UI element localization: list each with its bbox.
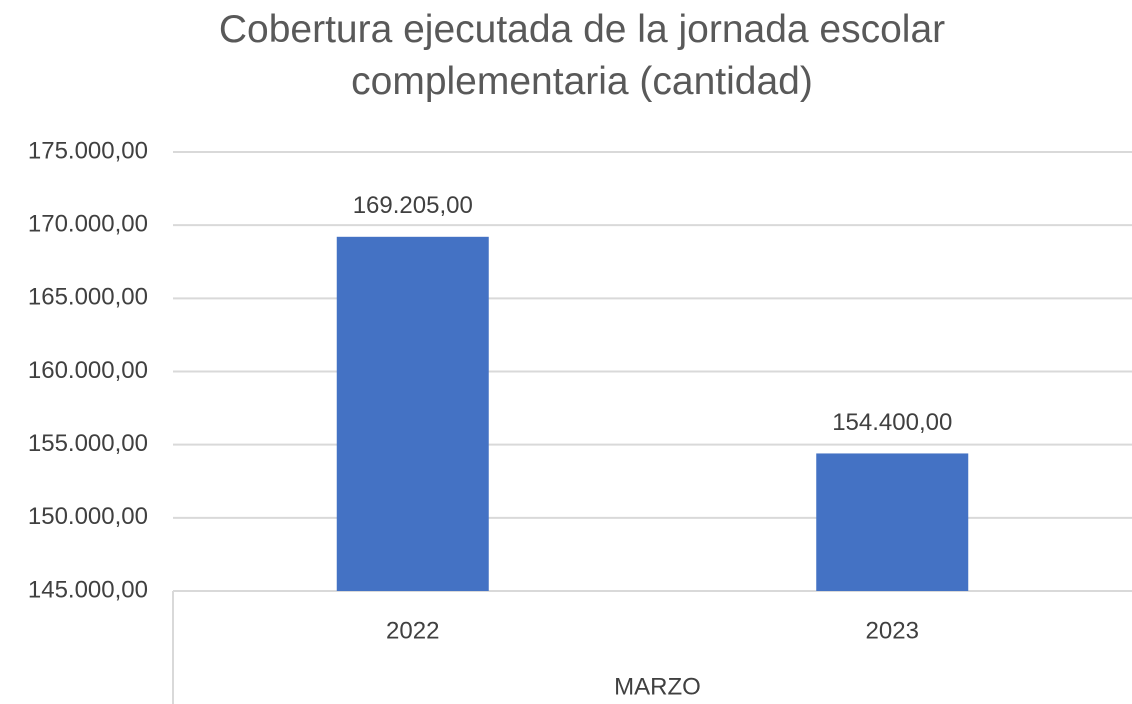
x-tick-label: 2023 bbox=[866, 617, 919, 644]
data-label: 169.205,00 bbox=[353, 192, 473, 219]
chart-title: Cobertura ejecutada de la jornada escola… bbox=[218, 8, 946, 103]
bar bbox=[336, 236, 489, 591]
y-tick-label: 145.000,00 bbox=[28, 576, 148, 603]
x-group-label: MARZO bbox=[614, 673, 701, 700]
y-tick-label: 150.000,00 bbox=[28, 503, 148, 530]
y-tick-label: 165.000,00 bbox=[28, 284, 148, 311]
data-label: 154.400,00 bbox=[832, 409, 952, 436]
y-tick-label: 175.000,00 bbox=[28, 137, 148, 164]
y-tick-label: 170.000,00 bbox=[28, 211, 148, 238]
y-tick-label: 155.000,00 bbox=[28, 430, 148, 457]
bar bbox=[816, 453, 969, 591]
y-tick-label: 160.000,00 bbox=[28, 357, 148, 384]
x-tick-label: 2022 bbox=[386, 617, 439, 644]
